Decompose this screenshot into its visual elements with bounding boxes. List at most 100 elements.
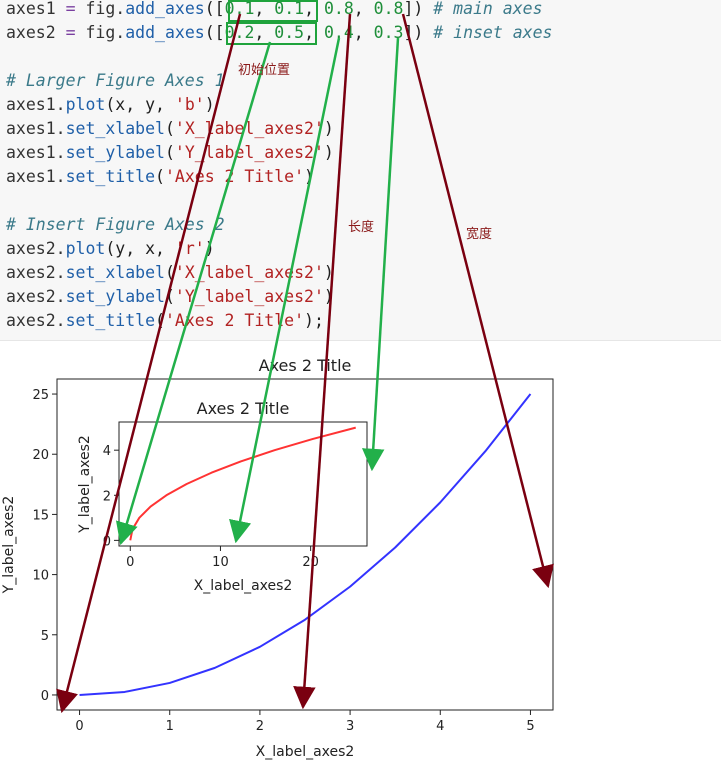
code-token: ) <box>204 95 215 114</box>
code-token: axes2 <box>6 23 66 42</box>
code-token: , <box>353 23 374 42</box>
y-tick-label: 20 <box>32 448 49 463</box>
y-axis-label: Y_label_axes2 <box>1 496 17 595</box>
code-token: # Larger Figure Axes 1 <box>6 71 225 90</box>
x-tick-label: 4 <box>436 719 444 734</box>
code-token: 0.2 <box>224 23 255 42</box>
code-token: 0.1 <box>224 0 255 18</box>
code-token: 0.4 <box>323 23 354 42</box>
code-token: set_xlabel <box>65 119 165 138</box>
code-token: 'X_label_axes2' <box>174 119 324 138</box>
code-line: # Insert Figure Axes 2 <box>6 213 225 237</box>
x-tick-label: 20 <box>302 555 319 570</box>
code-line: axes2.set_ylabel('Y_label_axes2') <box>6 285 334 309</box>
code-token: set_ylabel <box>65 143 165 162</box>
code-token: axes1. <box>6 119 66 138</box>
code-token: axes1 <box>6 0 66 18</box>
note-width: 宽度 <box>466 227 493 242</box>
axes-title: Axes 2 Title <box>259 356 352 375</box>
code-token: ) <box>304 167 314 186</box>
code-token: , <box>304 23 324 42</box>
code-token: # Insert Figure Axes 2 <box>6 215 225 234</box>
code-token: axes1. <box>6 167 66 186</box>
code-token: 'b' <box>174 95 205 114</box>
code-token: ( <box>164 143 175 162</box>
note-length: 长度 <box>348 220 375 235</box>
code-token: ) <box>323 287 334 306</box>
code-token: ); <box>304 311 324 330</box>
code-token: 0.1 <box>274 0 305 18</box>
code-token: (x, y, <box>105 95 175 114</box>
code-token: set_ylabel <box>65 287 165 306</box>
code-token: ( <box>164 263 175 282</box>
code-line: axes1.set_ylabel('Y_label_axes2') <box>6 141 334 165</box>
x-tick-label: 3 <box>346 719 354 734</box>
code-token: axes2. <box>6 263 66 282</box>
code-token: # inset axes <box>433 23 553 42</box>
code-line: axes1.set_title('Axes 2 Title') <box>6 165 314 189</box>
code-token: ([ <box>204 23 225 42</box>
code-token: ( <box>164 119 175 138</box>
code-token: 0.8 <box>373 0 404 18</box>
code-line: axes2.set_xlabel('X_label_axes2') <box>6 261 334 285</box>
code-token: axes2. <box>6 287 66 306</box>
code-token: ) <box>323 143 334 162</box>
code-token: axes1. <box>6 95 66 114</box>
y-tick-label: 0 <box>103 534 111 549</box>
y-tick-label: 10 <box>32 569 49 584</box>
code-token: 'Y_label_axes2' <box>174 143 324 162</box>
code-token: # main axes <box>433 0 543 18</box>
x-axis-label: X_label_axes2 <box>194 578 293 594</box>
code-token: , <box>304 0 324 18</box>
code-token: plot <box>65 239 106 258</box>
code-token: 'Axes 2 Title' <box>164 167 305 186</box>
code-token: ) <box>204 239 215 258</box>
y-tick-label: 5 <box>41 629 49 644</box>
code-token: 0.5 <box>274 23 305 42</box>
code-token: set_title <box>65 167 156 186</box>
code-token: set_title <box>65 311 156 330</box>
y-tick-label: 0 <box>41 689 49 704</box>
y-tick-label: 2 <box>103 489 111 504</box>
code-line: # Larger Figure Axes 1 <box>6 69 225 93</box>
axes-frame <box>118 421 368 547</box>
code-token: ]) <box>403 23 434 42</box>
code-token: = <box>65 23 76 42</box>
code-token: 0.8 <box>323 0 354 18</box>
axes-title: Axes 2 Title <box>197 399 290 418</box>
code-token: ( <box>155 167 165 186</box>
y-tick-label: 15 <box>32 508 49 523</box>
code-token: , <box>254 0 275 18</box>
code-token: axes1. <box>6 143 66 162</box>
code-token: ) <box>323 263 334 282</box>
code-token: axes2. <box>6 311 66 330</box>
x-tick-label: 0 <box>75 719 83 734</box>
code-token: plot <box>65 95 106 114</box>
code-token: 'X_label_axes2' <box>174 263 324 282</box>
code-token: (y, x, <box>105 239 175 258</box>
note-start-position: 初始位置 <box>238 63 291 78</box>
code-token: ([ <box>204 0 225 18</box>
code-token: add_axes <box>125 0 205 18</box>
code-line: axes1.plot(x, y, 'b') <box>6 93 215 117</box>
code-token: 0.3 <box>373 23 404 42</box>
code-token: = <box>65 0 76 18</box>
x-tick-label: 0 <box>126 555 134 570</box>
code-line: axes2 = fig.add_axes([0.2, 0.5, 0.4, 0.3… <box>6 21 552 45</box>
code-token: set_xlabel <box>65 263 165 282</box>
x-axis-label: X_label_axes2 <box>256 744 355 760</box>
y-tick-label: 4 <box>103 444 111 459</box>
code-token: ( <box>164 287 175 306</box>
code-token: ) <box>323 119 334 138</box>
code-token: ]) <box>403 0 434 18</box>
y-axis-label: Y_label_axes2 <box>77 435 93 534</box>
code-token: ( <box>155 311 165 330</box>
x-tick-label: 2 <box>256 719 264 734</box>
code-cell[interactable]: axes1 = fig.add_axes([0.1, 0.1, 0.8, 0.8… <box>0 0 721 341</box>
x-tick-label: 1 <box>166 719 174 734</box>
code-token: 'r' <box>174 239 205 258</box>
y-tick-label: 25 <box>32 388 49 403</box>
x-tick-label: 10 <box>212 555 229 570</box>
code-token: fig. <box>75 23 126 42</box>
